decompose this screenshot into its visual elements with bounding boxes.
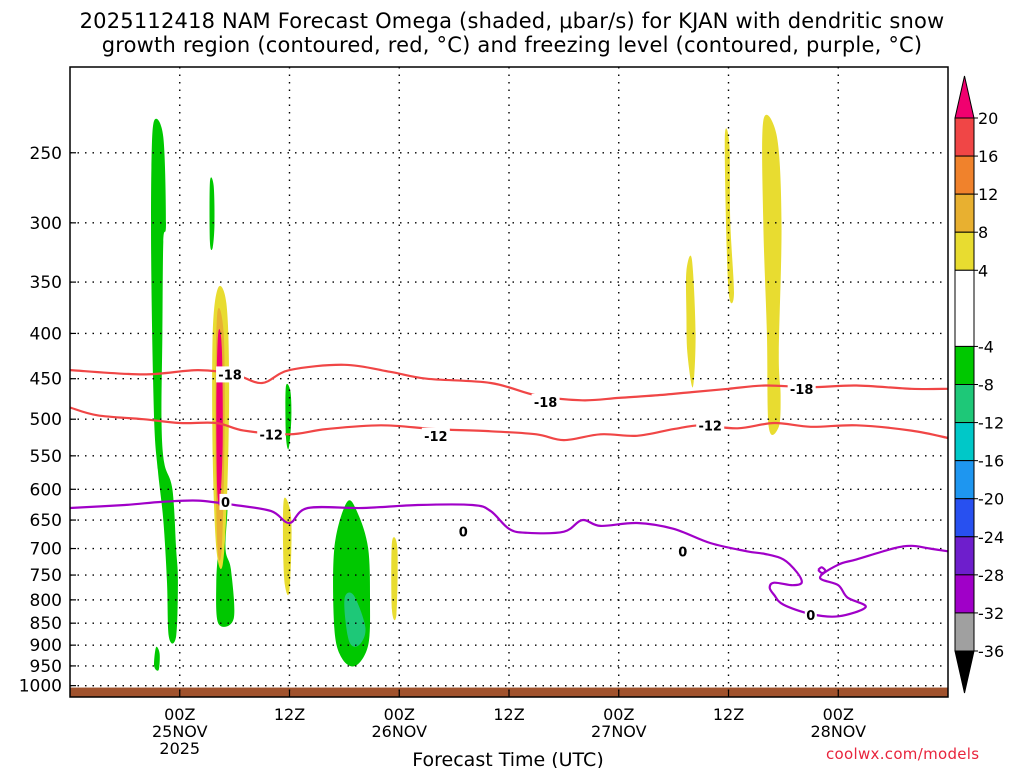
dgz-minus12-label-bg (421, 427, 450, 444)
colorbar-swatch (954, 231, 975, 271)
upward-motion-4-region (285, 383, 292, 450)
colorbar-swatch (954, 612, 975, 652)
x-tick-label: 00Z (603, 705, 634, 724)
downward-motion-4-region (685, 255, 696, 388)
upward-motion-2-region (209, 177, 215, 251)
dgz-minus12-contour (69, 406, 949, 442)
chart-title-line-1: 2025112418 NAM Forecast Omega (shaded, μ… (79, 9, 945, 33)
colorbar-label: 8 (978, 223, 988, 242)
colorbar-label: 16 (978, 147, 998, 166)
colorbar-label: -32 (978, 604, 1004, 623)
colorbar-label: 20 (978, 109, 998, 128)
chart-title-line-2: growth region (contoured, red, °C) and f… (101, 33, 923, 57)
downward-motion-6-region (762, 114, 782, 436)
x-tick-label: 12Z (493, 705, 524, 724)
colorbar-swatch-bottom-arrow (954, 650, 975, 694)
y-tick-label: 1000 (19, 677, 62, 697)
colorbar-label: -12 (978, 414, 1004, 433)
x-tick-date: 27NOV (591, 722, 647, 741)
y-tick-label: 650 (30, 511, 62, 531)
footer-link[interactable]: coolwx.com/models (826, 745, 980, 763)
colorbar-swatch (954, 269, 975, 347)
freezing-level-label: 0 (806, 609, 815, 624)
dgz-minus18-label: -18 (790, 383, 814, 398)
y-tick-label: 800 (30, 591, 62, 611)
y-tick-label: 600 (30, 480, 62, 500)
y-tick-label: 250 (30, 144, 62, 164)
freezing-level-contour (69, 499, 949, 618)
y-tick-label: 300 (30, 214, 62, 234)
y-tick-label: 400 (30, 324, 62, 344)
grid-lines (70, 67, 948, 697)
colorbar-label: 12 (978, 185, 998, 204)
y-tick-label: 450 (30, 370, 62, 390)
x-tick-date: 28NOV (810, 722, 866, 741)
downward-motion-3-region (391, 537, 398, 621)
colorbar-label: -16 (978, 452, 1004, 471)
y-tick-label: 350 (30, 273, 62, 293)
colorbar-swatch (954, 536, 975, 576)
y-axis: 2503003504004505005506006507007508008509… (19, 144, 76, 697)
x-tick-label: 00Z (164, 705, 195, 724)
dgz-minus12-label-bg (257, 426, 286, 443)
freezing-level-label-bg (457, 523, 470, 540)
freezing-level-islet-contour (817, 566, 827, 575)
x-tick-date: 26NOV (371, 722, 427, 741)
y-tick-label: 750 (30, 566, 62, 586)
dgz-minus12-label-bg (696, 417, 725, 434)
colorbar-swatch (954, 574, 975, 614)
dgz-minus12-label: -12 (424, 430, 448, 445)
dgz-minus18-label-bg (216, 366, 245, 383)
dgz-minus18-label-bg (787, 380, 816, 397)
y-tick-label: 950 (30, 657, 62, 677)
colorbar: 20 16 12 8 4 -4 -8 -12 -16 -20 -24 -28 -32 -36 (954, 75, 1004, 694)
contour-lines: -18 -18 -18 -12 -12 -12 0 0 0 0 (69, 363, 949, 624)
dgz-minus18-label: -18 (534, 396, 558, 411)
freezing-level-label-bg (804, 606, 817, 623)
colorbar-swatch (954, 117, 975, 157)
x-tick-year: 2025 (159, 739, 200, 758)
colorbar-label: 4 (978, 261, 988, 280)
colorbar-label: -24 (978, 528, 1004, 547)
colorbar-label: -36 (978, 642, 1004, 661)
freezing-level-label: 0 (221, 496, 230, 511)
freezing-level-label-bg (676, 543, 689, 560)
colorbar-swatch (954, 193, 975, 233)
freezing-level-label: 0 (459, 526, 468, 541)
colorbar-swatch (954, 422, 975, 462)
colorbar-swatch-top-arrow (954, 75, 975, 119)
dgz-minus18-label-bg (531, 393, 560, 410)
upward-motion-1-region (151, 118, 178, 644)
colorbar-swatch (954, 460, 975, 500)
x-tick-label: 12Z (713, 705, 744, 724)
y-tick-label: 700 (30, 540, 62, 560)
x-tick-label: 12Z (274, 705, 305, 724)
upward-motion-6-region (154, 646, 160, 671)
x-tick-label: 00Z (823, 705, 854, 724)
dgz-minus12-label: -12 (698, 419, 722, 434)
y-tick-label: 550 (30, 447, 62, 467)
colorbar-label: -28 (978, 566, 1004, 585)
colorbar-swatch (954, 155, 975, 195)
x-tick-label: 00Z (384, 705, 415, 724)
colorbar-label: -8 (978, 376, 994, 395)
downward-motion-5-region (724, 128, 735, 304)
colorbar-swatch (954, 498, 975, 538)
freezing-level-label-bg (219, 493, 232, 510)
colorbar-label: -4 (978, 337, 994, 356)
dgz-minus12-label: -12 (259, 428, 283, 443)
dgz-minus18-label: -18 (218, 368, 242, 383)
freezing-level-label: 0 (678, 545, 687, 560)
upward-motion-core-region (344, 592, 366, 647)
colorbar-swatch (954, 345, 975, 385)
colorbar-label: -20 (978, 490, 1004, 509)
y-tick-label: 850 (30, 614, 62, 634)
x-axis-label: Forecast Time (UTC) (412, 749, 603, 768)
colorbar-swatch (954, 384, 975, 424)
y-tick-label: 500 (30, 410, 62, 430)
y-tick-label: 900 (30, 636, 62, 656)
x-tick-date: 25NOV (152, 722, 208, 741)
